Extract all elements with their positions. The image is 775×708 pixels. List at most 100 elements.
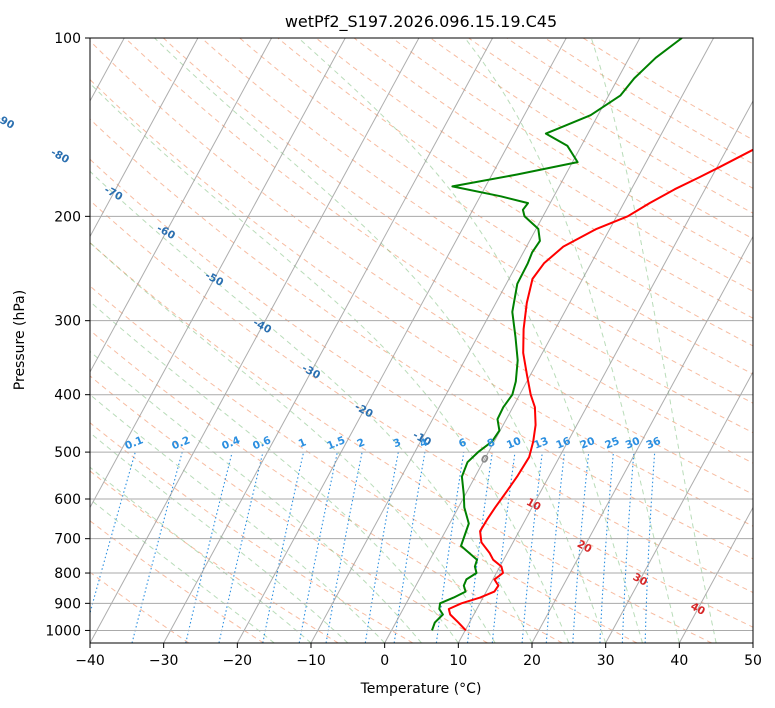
- isotherm-label: -90: [0, 112, 16, 132]
- mixing-ratio-line: [621, 452, 635, 643]
- x-tick-label: 10: [449, 653, 467, 669]
- mixing-ratio-line: [90, 451, 136, 616]
- isotherm: [752, 641, 753, 643]
- y-axis: 1000 900 800 700 600 500 400 300 200 100: [45, 31, 90, 639]
- isotherm: [384, 38, 715, 643]
- dry-adiabat: [353, 38, 753, 292]
- dry-adiabat: [544, 38, 753, 165]
- y-tick-label: 700: [54, 532, 81, 548]
- x-tick-label: 50: [744, 653, 762, 669]
- dry-adiabat: [124, 38, 753, 464]
- dry-adiabat: [90, 199, 753, 628]
- dry-adiabat: [90, 40, 753, 495]
- y-tick-label: 1000: [45, 623, 81, 639]
- mixing-ratio-label: 10: [505, 435, 523, 452]
- mixing-ratio-label: 3: [392, 436, 403, 450]
- dry-adiabat: [90, 520, 264, 643]
- isotherm-label: -80: [49, 146, 71, 166]
- y-tick-label: 400: [54, 388, 81, 404]
- moist-adiabat: [464, 38, 680, 643]
- isotherm-label: -70: [102, 184, 124, 204]
- moist-adiabat: [90, 432, 349, 643]
- mixing-ratio-line: [491, 452, 516, 643]
- isotherm: [90, 38, 346, 509]
- mixing-ratio-label: 1: [297, 436, 308, 450]
- mixing-ratio-label: 4: [418, 436, 429, 450]
- isotherm-label: 0: [478, 453, 490, 467]
- mixing-ratio-line: [218, 451, 264, 643]
- profile-traces: [431, 38, 753, 632]
- profile-line-2: [431, 38, 683, 631]
- x-tick-label: 40: [670, 653, 688, 669]
- moist-adiabat: [590, 38, 717, 643]
- dry-adiabat: [90, 242, 712, 643]
- mixing-ratio-label: 1.5: [325, 434, 347, 452]
- y-tick-label: 600: [54, 492, 81, 508]
- isotherm: [678, 506, 753, 643]
- isotherm-label: -20: [352, 401, 374, 421]
- dry-adiabat: [90, 329, 563, 643]
- y-tick-label: 300: [54, 314, 81, 330]
- mixing-ratio-label: 25: [603, 435, 621, 452]
- mixing-ratio-line: [131, 451, 183, 643]
- moist-adiabat: [90, 393, 386, 643]
- dry-adiabat: [90, 158, 753, 594]
- moist-adiabat: [90, 170, 533, 643]
- mixing-ratio-label: 8: [486, 436, 497, 450]
- y-tick-label: 500: [54, 445, 81, 461]
- dry-adiabat: [238, 38, 753, 375]
- dry-adiabat: [200, 38, 753, 404]
- background-lines: [90, 38, 753, 643]
- mixing-ratio-label: 36: [645, 435, 663, 452]
- x-axis-label: Temperature (°C): [360, 681, 482, 697]
- mixing-ratio-line: [364, 452, 399, 643]
- y-tick-label: 800: [54, 566, 81, 582]
- mixing-ratio-label: 20: [579, 435, 597, 452]
- isotherm-label: 20: [575, 538, 594, 556]
- mixing-ratio-line: [521, 452, 543, 643]
- mixing-ratio-label: 0.2: [170, 434, 192, 452]
- y-axis-label: Pressure (hPa): [12, 290, 28, 390]
- moist-adiabat: [154, 38, 607, 643]
- moist-adiabat: [90, 241, 496, 643]
- mixing-ratio-line: [545, 452, 566, 643]
- mixing-ratio-line: [435, 452, 465, 643]
- isotherm: [90, 38, 420, 643]
- chart-title: wetPf2_S197.2026.096.15.19.C45: [285, 12, 557, 32]
- plot-frame: [89, 37, 754, 644]
- isotherm: [90, 38, 273, 374]
- dry-adiabat: [90, 571, 190, 643]
- isotherm: [605, 370, 753, 643]
- mixing-ratio-label: 0.4: [220, 434, 242, 452]
- dry-adiabat: [90, 285, 638, 643]
- x-tick-label: 20: [523, 653, 541, 669]
- mixing-ratio-label: 6: [457, 436, 468, 450]
- dry-adiabat: [582, 38, 753, 141]
- dry-adiabat: [90, 78, 753, 527]
- x-tick-label: −40: [75, 653, 105, 669]
- moist-adiabat: [90, 350, 422, 643]
- moist-adiabat: [90, 498, 275, 643]
- mixing-ratio-line: [262, 451, 305, 643]
- profile-line-1: [447, 148, 753, 632]
- mixing-ratio-line: [572, 452, 590, 643]
- mixing-ratio-line: [466, 452, 493, 643]
- dry-adiabat: [90, 118, 753, 560]
- dry-adiabat: [90, 375, 488, 643]
- mixing-ratio-label: 2: [355, 436, 366, 450]
- moist-adiabat: [90, 82, 570, 643]
- moist-adiabat: [90, 300, 459, 643]
- isotherm: [531, 235, 753, 643]
- isotherm: [457, 99, 753, 643]
- dry-adiabat: [90, 422, 414, 643]
- isotherm-label: -40: [251, 317, 273, 337]
- y-tick-label: 100: [54, 31, 81, 47]
- grid-lines: [90, 38, 753, 643]
- x-axis: −40 −30 −20 −10 0 10 20 30 40 50: [75, 643, 762, 669]
- y-tick-label: 200: [54, 209, 81, 225]
- isotherm: [310, 38, 641, 643]
- mixing-ratio-line: [393, 452, 426, 643]
- x-tick-label: −10: [296, 653, 326, 669]
- isotherm: [163, 38, 494, 643]
